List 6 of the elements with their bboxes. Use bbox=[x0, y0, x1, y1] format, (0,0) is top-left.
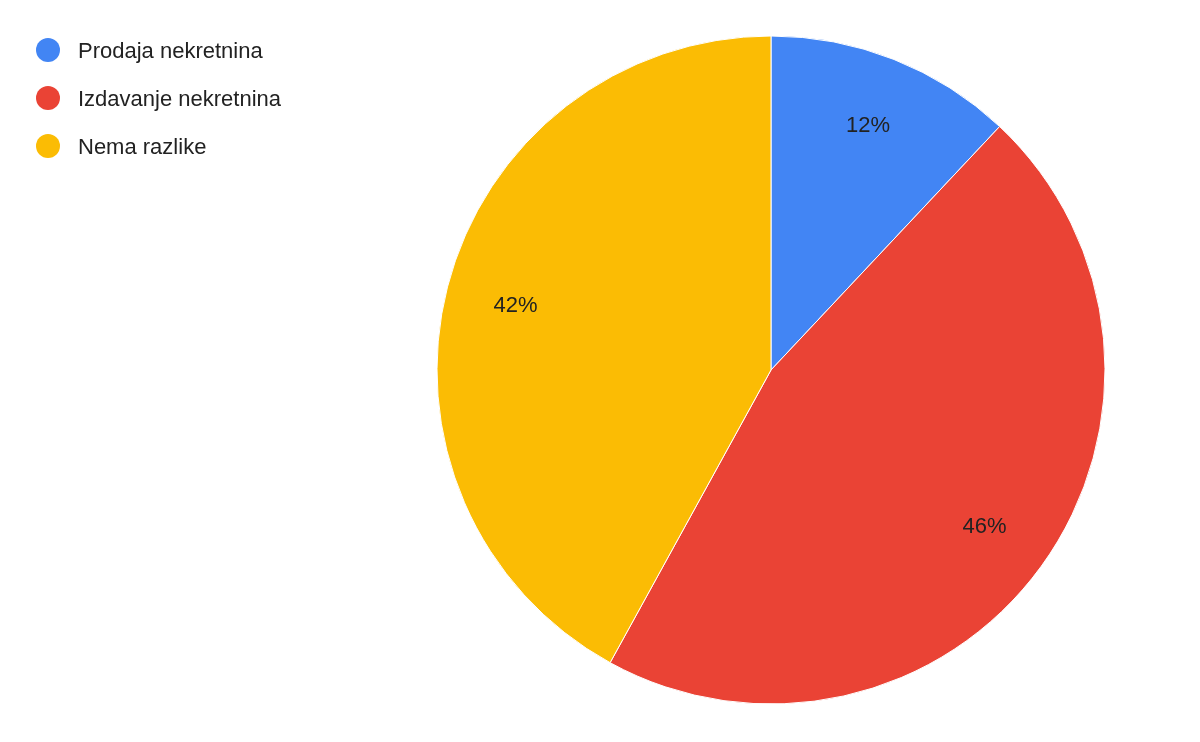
data-label: 46% bbox=[962, 512, 1007, 538]
legend-label: Nema razlike bbox=[78, 133, 207, 159]
legend-label: Izdavanje nekretnina bbox=[78, 85, 282, 111]
legend-label: Prodaja nekretnina bbox=[78, 37, 264, 63]
data-label: 42% bbox=[493, 291, 538, 317]
data-label: 12% bbox=[846, 112, 891, 138]
